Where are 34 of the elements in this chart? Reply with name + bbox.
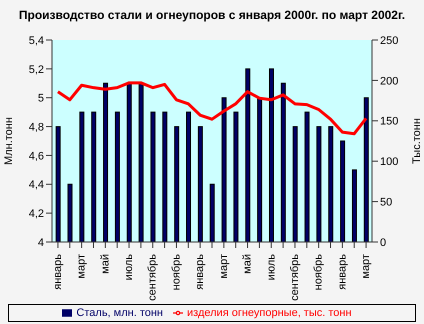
y-tick-label: 4,8: [28, 121, 44, 134]
x-tick-label: сентябрь: [288, 254, 301, 301]
x-tick-label: январь: [52, 254, 64, 290]
chart-title: Производство стали и огнеупоров с января 2000г. по март 2002г.: [18, 7, 406, 24]
y2-tick-label: 150: [380, 116, 398, 128]
x-tick-label: май: [99, 254, 112, 274]
y-tick-label: 4,2: [28, 208, 44, 220]
y2-tick-label: 50: [380, 196, 392, 209]
y-tick-label: 4,4: [28, 179, 44, 192]
legend-label: изделия огнеупорные, тыс. тонн: [187, 307, 352, 319]
line-series: [56, 81, 368, 136]
x-tick-label: сентябрь: [146, 254, 159, 301]
y2-tick-label: 200: [380, 75, 398, 88]
x-tick-label: январь: [336, 254, 348, 290]
x-tick-label: март: [76, 254, 88, 279]
x-tick-label: март: [360, 254, 372, 279]
x-tick-label: июль: [265, 254, 278, 280]
x-tick-label: май: [242, 254, 254, 274]
y-tick-label: 5,2: [28, 64, 44, 76]
x-tick-label: январь: [194, 254, 206, 290]
y2-axis-title: Тыс.тонн: [410, 118, 423, 164]
legend-label: Сталь, млн. тонн: [76, 307, 164, 319]
y2-tick-label: 0: [380, 236, 386, 249]
x-tick-label: ноябрь: [170, 254, 182, 290]
y2-tick-label: 250: [380, 34, 398, 47]
y-tick-label: 5: [38, 92, 44, 105]
x-tick-label: ноябрь: [312, 254, 325, 290]
y-tick-label: 4: [38, 236, 44, 249]
y-tick-label: 4,6: [28, 150, 44, 162]
x-tick-label: июль: [123, 254, 136, 280]
y2-tick-label: 100: [380, 156, 398, 168]
y-axis-title: Млн.тонн: [2, 117, 15, 165]
y-tick-label: 5,4: [28, 34, 44, 47]
x-tick-label: март: [218, 254, 230, 279]
